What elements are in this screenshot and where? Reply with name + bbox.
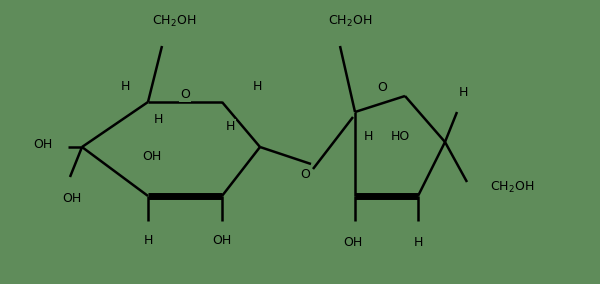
Text: H: H: [226, 120, 235, 133]
Text: $\mathregular{CH_2OH}$: $\mathregular{CH_2OH}$: [152, 14, 196, 29]
Text: HO: HO: [391, 130, 410, 143]
Text: OH: OH: [142, 151, 161, 164]
Text: $\mathregular{CH_2OH}$: $\mathregular{CH_2OH}$: [490, 179, 534, 195]
Text: H: H: [154, 112, 163, 126]
Text: H: H: [253, 80, 262, 93]
Text: OH: OH: [33, 137, 52, 151]
Text: $\mathregular{CH_2OH}$: $\mathregular{CH_2OH}$: [328, 14, 372, 29]
Text: OH: OH: [212, 234, 232, 247]
Text: H: H: [413, 236, 422, 249]
Text: O: O: [180, 87, 190, 101]
Text: OH: OH: [62, 192, 81, 205]
Text: O: O: [300, 168, 310, 181]
Text: H: H: [121, 80, 130, 93]
Text: H: H: [364, 130, 373, 143]
Text: H: H: [458, 86, 467, 99]
Text: OH: OH: [343, 236, 362, 249]
Text: O: O: [377, 80, 387, 93]
Text: H: H: [143, 234, 152, 247]
